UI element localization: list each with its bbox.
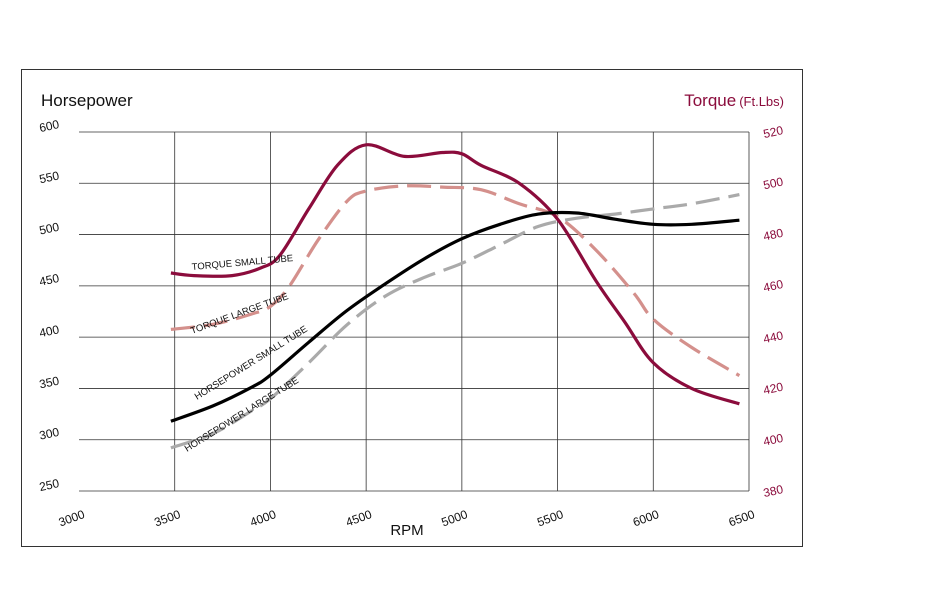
series-label: TORQUE SMALL TUBE [191, 253, 293, 273]
x-tick-label: 3500 [152, 507, 182, 529]
y-right-tick-label: 400 [762, 431, 785, 449]
x-tick-label: 5500 [535, 507, 565, 529]
y-left-tick-label: 450 [38, 271, 61, 289]
y-right-tick-label: 380 [762, 482, 785, 500]
y-right-tick-label: 420 [762, 380, 785, 398]
y-right-tick-label: 500 [762, 174, 785, 192]
y-right-tick-label: 520 [762, 123, 785, 141]
y-left-tick-label: 500 [38, 220, 61, 238]
right-axis-title-main: Torque [684, 91, 736, 110]
series-label: HORSEPOWER SMALL TUBE [193, 324, 310, 403]
y-left-tick-label: 600 [38, 117, 61, 135]
x-tick-label: 4500 [344, 507, 374, 529]
series-label: HORSEPOWER LARGE TUBE [183, 375, 301, 454]
series-line-torque-small-tube [170, 143, 740, 406]
right-axis-title: Torque (Ft.Lbs) [684, 91, 784, 110]
series-line-torque-large-tube [170, 184, 741, 377]
series-line-horsepower-small-tube [170, 210, 740, 423]
series-lines [170, 143, 741, 450]
x-axis-title: RPM [390, 522, 423, 539]
chart-frame: 3000 3500 4000 4500 5000 5500 6000 6500 250 300 35… [21, 69, 803, 547]
chart: 3000 3500 4000 4500 5000 5500 6000 6500 250 300 35… [38, 91, 785, 539]
tick-labels: 3000 3500 4000 4500 5000 5500 6000 6500 250 300 35… [38, 117, 785, 529]
y-left-tick-label: 350 [38, 374, 61, 392]
y-left-tick-label: 400 [38, 322, 61, 340]
y-right-tick-label: 440 [762, 328, 785, 346]
x-tick-label: 4000 [248, 507, 278, 529]
y-right-tick-label: 480 [762, 226, 785, 244]
y-left-tick-label: 250 [38, 476, 61, 494]
x-tick-label: 3000 [57, 507, 87, 529]
y-right-tick-label: 460 [762, 277, 785, 295]
x-tick-label: 6000 [631, 507, 661, 529]
x-tick-label: 6500 [727, 507, 757, 529]
y-left-tick-label: 550 [38, 168, 61, 186]
y-left-tick-label: 300 [38, 425, 61, 443]
x-tick-label: 5000 [440, 507, 470, 529]
left-axis-title: Horsepower [41, 91, 133, 110]
grid [79, 131, 750, 492]
series-line-horsepower-large-tube [170, 193, 740, 450]
right-axis-title-unit: (Ft.Lbs) [739, 94, 784, 109]
series-label: TORQUE LARGE TUBE [189, 291, 290, 337]
